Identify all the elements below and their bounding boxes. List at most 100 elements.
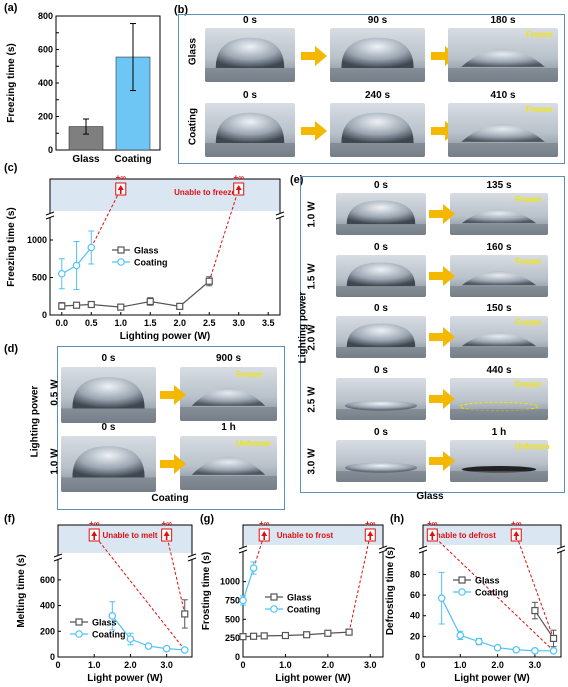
axis-break-gap [239, 547, 247, 552]
time-label: 180 s [490, 15, 516, 26]
row-label: 2.0 W [306, 324, 318, 351]
x-tick-label: 1.0 [115, 318, 128, 328]
droplet-photo [336, 378, 426, 420]
arrow-icon [429, 389, 455, 409]
y-tick-label: 0 [48, 145, 53, 155]
x-tick-label: 3.0 [160, 660, 173, 670]
time-label: 1 h [491, 427, 507, 438]
droplet-photo [448, 28, 558, 82]
legend-label-coating: Coating [92, 630, 126, 640]
legend-marker [458, 576, 466, 584]
plot-frame [422, 524, 562, 658]
x-tick-label: 0 [420, 660, 425, 670]
time-label: 0 s [374, 427, 388, 438]
point-glass [146, 297, 154, 306]
droplet-photo [180, 367, 277, 421]
x-tick-label: 3.0 [232, 318, 245, 328]
axis-break-mark [556, 545, 566, 550]
status-tag: Unfrozen [236, 439, 271, 448]
axis-break-mark [556, 549, 566, 554]
axis-break-gap [188, 555, 196, 560]
panel-label-b: (b) [174, 4, 189, 16]
axis-break-mark [45, 211, 55, 216]
axis-break-mark [275, 215, 285, 220]
point-glass [250, 632, 258, 640]
point-glass [324, 629, 332, 637]
point-coating [57, 269, 66, 278]
time-label: 135 s [486, 180, 512, 191]
legend-marker [270, 593, 278, 601]
infinity-dash-coating [93, 534, 186, 651]
x-axis-label: Light power (W) [87, 673, 163, 684]
axis-break-mark [378, 545, 387, 550]
time-label: 0 s [374, 180, 388, 191]
infinity-marker-coating: +∞ [88, 519, 100, 542]
y-tick-label: 0 [415, 652, 420, 662]
y-tick-label: 0 [42, 310, 47, 320]
infinity-dash-coating [253, 534, 265, 569]
row-label: 3.0 W [306, 448, 318, 475]
y-tick-label: 20 [410, 631, 420, 641]
droplet-photo [450, 440, 548, 482]
axis-break-gap [379, 547, 387, 552]
status-tag: Frozen [515, 318, 542, 327]
infinity-marker-coating-label: +∞ [116, 173, 127, 182]
axis-break-mark [238, 545, 248, 550]
y-tick-label: 600 [40, 575, 55, 585]
y-axis-label: Freezing time (s) [6, 43, 17, 122]
row-label: 0.5 W [49, 379, 61, 406]
time-label: 0 s [243, 15, 257, 26]
row-label: 1.0 W [49, 448, 61, 475]
point-coating [239, 596, 247, 605]
point-coating [531, 647, 539, 655]
droplet-photo [205, 103, 295, 157]
axis-break-mark [378, 549, 387, 554]
legend-label-glass: Glass [287, 593, 312, 603]
droplet-photo [450, 316, 548, 358]
plot-frame [57, 524, 193, 658]
time-label: 0 s [101, 353, 116, 364]
status-tag: Frozen [515, 380, 542, 389]
plot-frame [49, 178, 281, 316]
y-tick-label: 400 [38, 78, 53, 88]
time-label: 240 s [364, 90, 391, 101]
point-glass [87, 300, 95, 309]
panel-b-frame [178, 14, 565, 164]
droplet-photo [61, 367, 156, 423]
infinity-dash-glass [208, 188, 240, 282]
y-tick-label: 60 [410, 590, 420, 600]
row-label: 1.0 W [306, 201, 318, 228]
arrow-icon [429, 327, 455, 347]
x-tick-label: 1.0 [454, 660, 467, 670]
legend-marker [117, 246, 125, 254]
x-tick-label: 0 [240, 660, 245, 670]
chart-a: 0 200 400 600 800 Glass Coating Freezing time (… [6, 11, 161, 165]
status-tag: Frozen [515, 195, 542, 204]
annotation: Unable to defrost [430, 531, 496, 540]
axis-break-gap [276, 213, 284, 218]
point-coating [162, 644, 171, 653]
infinity-band [243, 525, 383, 545]
infinity-band [50, 179, 280, 211]
infinity-dash-glass [348, 534, 371, 633]
legend-label-glass: Glass [134, 246, 159, 256]
x-tick-label: 1.5 [144, 318, 157, 328]
time-label: 0 s [374, 303, 388, 314]
frozen-tag: Frozen [526, 105, 553, 114]
point-glass [176, 302, 184, 310]
panel-label-g: (g) [200, 513, 215, 525]
panel-e-xlabel: Glass [416, 491, 444, 502]
point-coating [549, 647, 558, 655]
x-axis-label: Light power (W) [275, 673, 351, 684]
time-label: 0 s [374, 242, 388, 253]
point-glass [181, 610, 189, 618]
point-coating [437, 594, 446, 603]
frozen-tag: Frozen [526, 30, 553, 39]
y-tick-label: 40 [410, 611, 420, 621]
droplet-photo [336, 316, 426, 358]
y-tick-label: 400 [40, 601, 55, 611]
legend-label-coating: Coating [475, 588, 509, 598]
legend-label-glass: Glass [475, 576, 500, 586]
time-label: 440 s [486, 365, 512, 376]
arrow-icon [429, 451, 455, 471]
